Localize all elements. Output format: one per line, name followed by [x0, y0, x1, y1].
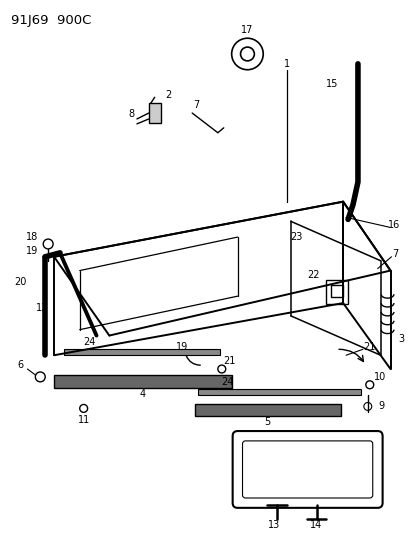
Text: 16: 16	[387, 220, 400, 230]
Bar	[64, 349, 219, 355]
Circle shape	[363, 402, 371, 410]
Text: 9: 9	[377, 401, 384, 411]
Bar	[198, 389, 360, 394]
Text: 4: 4	[140, 389, 145, 399]
FancyBboxPatch shape	[242, 441, 372, 498]
Circle shape	[217, 365, 225, 373]
Text: 7: 7	[392, 249, 398, 259]
Text: 1: 1	[283, 59, 289, 69]
Text: 2: 2	[165, 90, 171, 100]
Circle shape	[43, 239, 53, 249]
Text: 24: 24	[83, 337, 95, 348]
Text: 6: 6	[17, 360, 24, 370]
Text: 21: 21	[363, 342, 375, 352]
Text: 11: 11	[77, 415, 90, 425]
Text: 15: 15	[325, 79, 338, 90]
Text: 21: 21	[223, 356, 235, 366]
Text: 18: 18	[26, 232, 38, 242]
Bar	[325, 280, 347, 304]
Text: 24: 24	[221, 377, 233, 387]
Text: 19: 19	[26, 246, 38, 256]
Text: 22: 22	[306, 270, 319, 279]
Bar	[148, 103, 160, 123]
Circle shape	[35, 372, 45, 382]
Text: 23: 23	[290, 232, 302, 242]
Text: 8: 8	[128, 109, 134, 119]
Circle shape	[240, 47, 254, 61]
Circle shape	[80, 405, 88, 413]
Text: 19: 19	[176, 342, 188, 352]
Text: 14: 14	[310, 520, 322, 530]
Text: 10: 10	[373, 372, 385, 382]
Text: 13: 13	[267, 520, 280, 530]
Text: 20: 20	[14, 277, 27, 287]
Text: 12: 12	[36, 303, 48, 313]
Bar	[330, 285, 342, 297]
Text: 91J69  900C: 91J69 900C	[11, 14, 91, 27]
Bar	[54, 375, 231, 387]
Bar	[195, 405, 340, 416]
Text: 7: 7	[192, 100, 199, 110]
Text: 5: 5	[263, 417, 270, 427]
Circle shape	[231, 38, 263, 70]
Text: 17: 17	[241, 26, 253, 35]
Circle shape	[365, 381, 373, 389]
Text: 3: 3	[397, 335, 404, 344]
FancyBboxPatch shape	[232, 431, 382, 508]
